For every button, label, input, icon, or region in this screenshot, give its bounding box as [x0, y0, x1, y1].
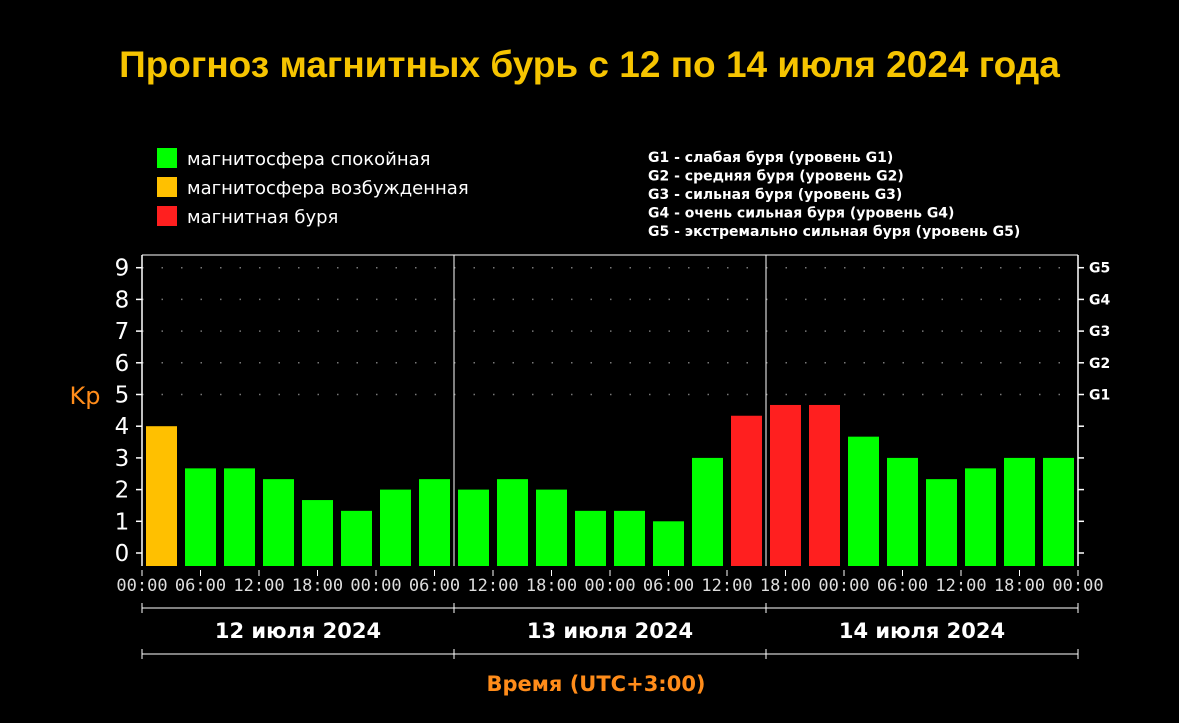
bar: [185, 468, 216, 566]
grid: [142, 266, 1078, 396]
x-tick-label: 12:00: [701, 576, 752, 596]
x-tick-label: 18:00: [760, 576, 811, 596]
right-tick-label: G2: [1089, 356, 1110, 372]
legend-status: магнитосфера спокойная магнитосфера возбу…: [157, 148, 469, 228]
bar: [458, 489, 489, 566]
bar: [653, 521, 684, 566]
bars: [146, 404, 1074, 566]
bar: [263, 479, 294, 566]
y-tick-label: 1: [115, 509, 130, 535]
legend-level-item: G3 - сильная буря (уровень G3): [648, 187, 902, 203]
right-tick-label: G3: [1089, 324, 1110, 340]
x-tick-label: 00:00: [350, 576, 401, 596]
y-tick-label: 0: [115, 541, 130, 567]
legend-level-item: G5 - экстремально сильная буря (уровень …: [648, 224, 1020, 240]
bar: [224, 468, 255, 566]
right-tick-label: G1: [1089, 388, 1110, 404]
y-axis-label: Kp: [70, 382, 101, 410]
bar: [1043, 457, 1074, 566]
bar: [926, 479, 957, 566]
right-ticks: G1 G2 G3 G4 G5: [1089, 261, 1110, 404]
legend-label: магнитосфера спокойная: [187, 149, 430, 170]
bar: [536, 489, 567, 566]
day-labels: 12 июля 2024 13 июля 2024 14 июля 2024: [141, 603, 1079, 659]
right-tick-label: G4: [1089, 292, 1110, 308]
bar: [614, 510, 645, 566]
page-title: Прогноз магнитных бурь с 12 по 14 июля 2…: [119, 44, 1060, 85]
bar: [497, 479, 528, 566]
plot-frame: [136, 254, 1084, 566]
x-tick-label: 00:00: [1052, 576, 1103, 596]
y-tick-label: 7: [115, 319, 130, 345]
bar: [770, 404, 801, 566]
bar: [965, 468, 996, 566]
legend-level-item: G1 - слабая буря (уровень G1): [648, 150, 893, 166]
x-tick-label: 12:00: [233, 576, 284, 596]
y-tick-label: 4: [115, 414, 130, 440]
x-tick-label: 18:00: [994, 576, 1045, 596]
x-ticks: 00:00 06:00 12:00 18:00 00:00 06:00 12:00 18:00…: [116, 570, 1104, 596]
bar: [809, 404, 840, 566]
legend-level-item: G4 - очень сильная буря (уровень G4): [648, 206, 954, 222]
x-tick-label: 06:00: [877, 576, 928, 596]
bar: [731, 415, 762, 566]
bar: [1004, 457, 1035, 566]
y-tick-label: 5: [115, 383, 130, 409]
legend-levels: G1 - слабая буря (уровень G1) G2 - средня…: [648, 150, 1020, 240]
day-label: 12 июля 2024: [215, 619, 381, 643]
day-label: 13 июля 2024: [527, 619, 693, 643]
y-ticks: 0 1 2 3 4 5 6 7 8 9: [115, 256, 130, 567]
x-tick-label: 18:00: [292, 576, 343, 596]
bar: [419, 479, 450, 566]
legend-level-item: G2 - средняя буря (уровень G2): [648, 169, 904, 185]
x-tick-label: 18:00: [526, 576, 577, 596]
bar: [848, 436, 879, 566]
x-tick-label: 12:00: [935, 576, 986, 596]
y-tick-label: 8: [115, 287, 130, 313]
x-tick-label: 06:00: [175, 576, 226, 596]
x-tick-label: 00:00: [818, 576, 869, 596]
bar: [146, 426, 177, 566]
bar: [302, 500, 333, 566]
bar: [341, 510, 372, 566]
y-tick-label: 6: [115, 351, 130, 377]
legend-swatch: [157, 177, 177, 197]
y-tick-label: 3: [115, 446, 130, 472]
legend-label: магнитная буря: [187, 207, 338, 228]
x-tick-label: 06:00: [409, 576, 460, 596]
x-tick-label: 12:00: [467, 576, 518, 596]
x-tick-label: 00:00: [116, 576, 167, 596]
x-tick-label: 00:00: [584, 576, 635, 596]
bar: [380, 489, 411, 566]
legend-swatch: [157, 206, 177, 226]
y-tick-label: 2: [115, 478, 130, 504]
legend-swatch: [157, 148, 177, 168]
bar: [887, 457, 918, 566]
y-tick-label: 9: [115, 256, 130, 282]
bar: [692, 457, 723, 566]
x-tick-label: 06:00: [643, 576, 694, 596]
day-label: 14 июля 2024: [839, 619, 1005, 643]
right-tick-label: G5: [1089, 261, 1110, 277]
bar: [575, 510, 606, 566]
legend-label: магнитосфера возбужденная: [187, 178, 469, 199]
x-axis-label: Время (UTC+3:00): [486, 672, 705, 696]
